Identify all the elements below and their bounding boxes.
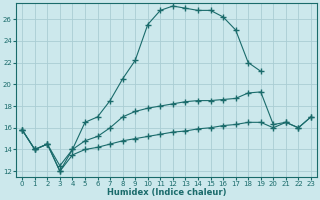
X-axis label: Humidex (Indice chaleur): Humidex (Indice chaleur) <box>107 188 226 197</box>
